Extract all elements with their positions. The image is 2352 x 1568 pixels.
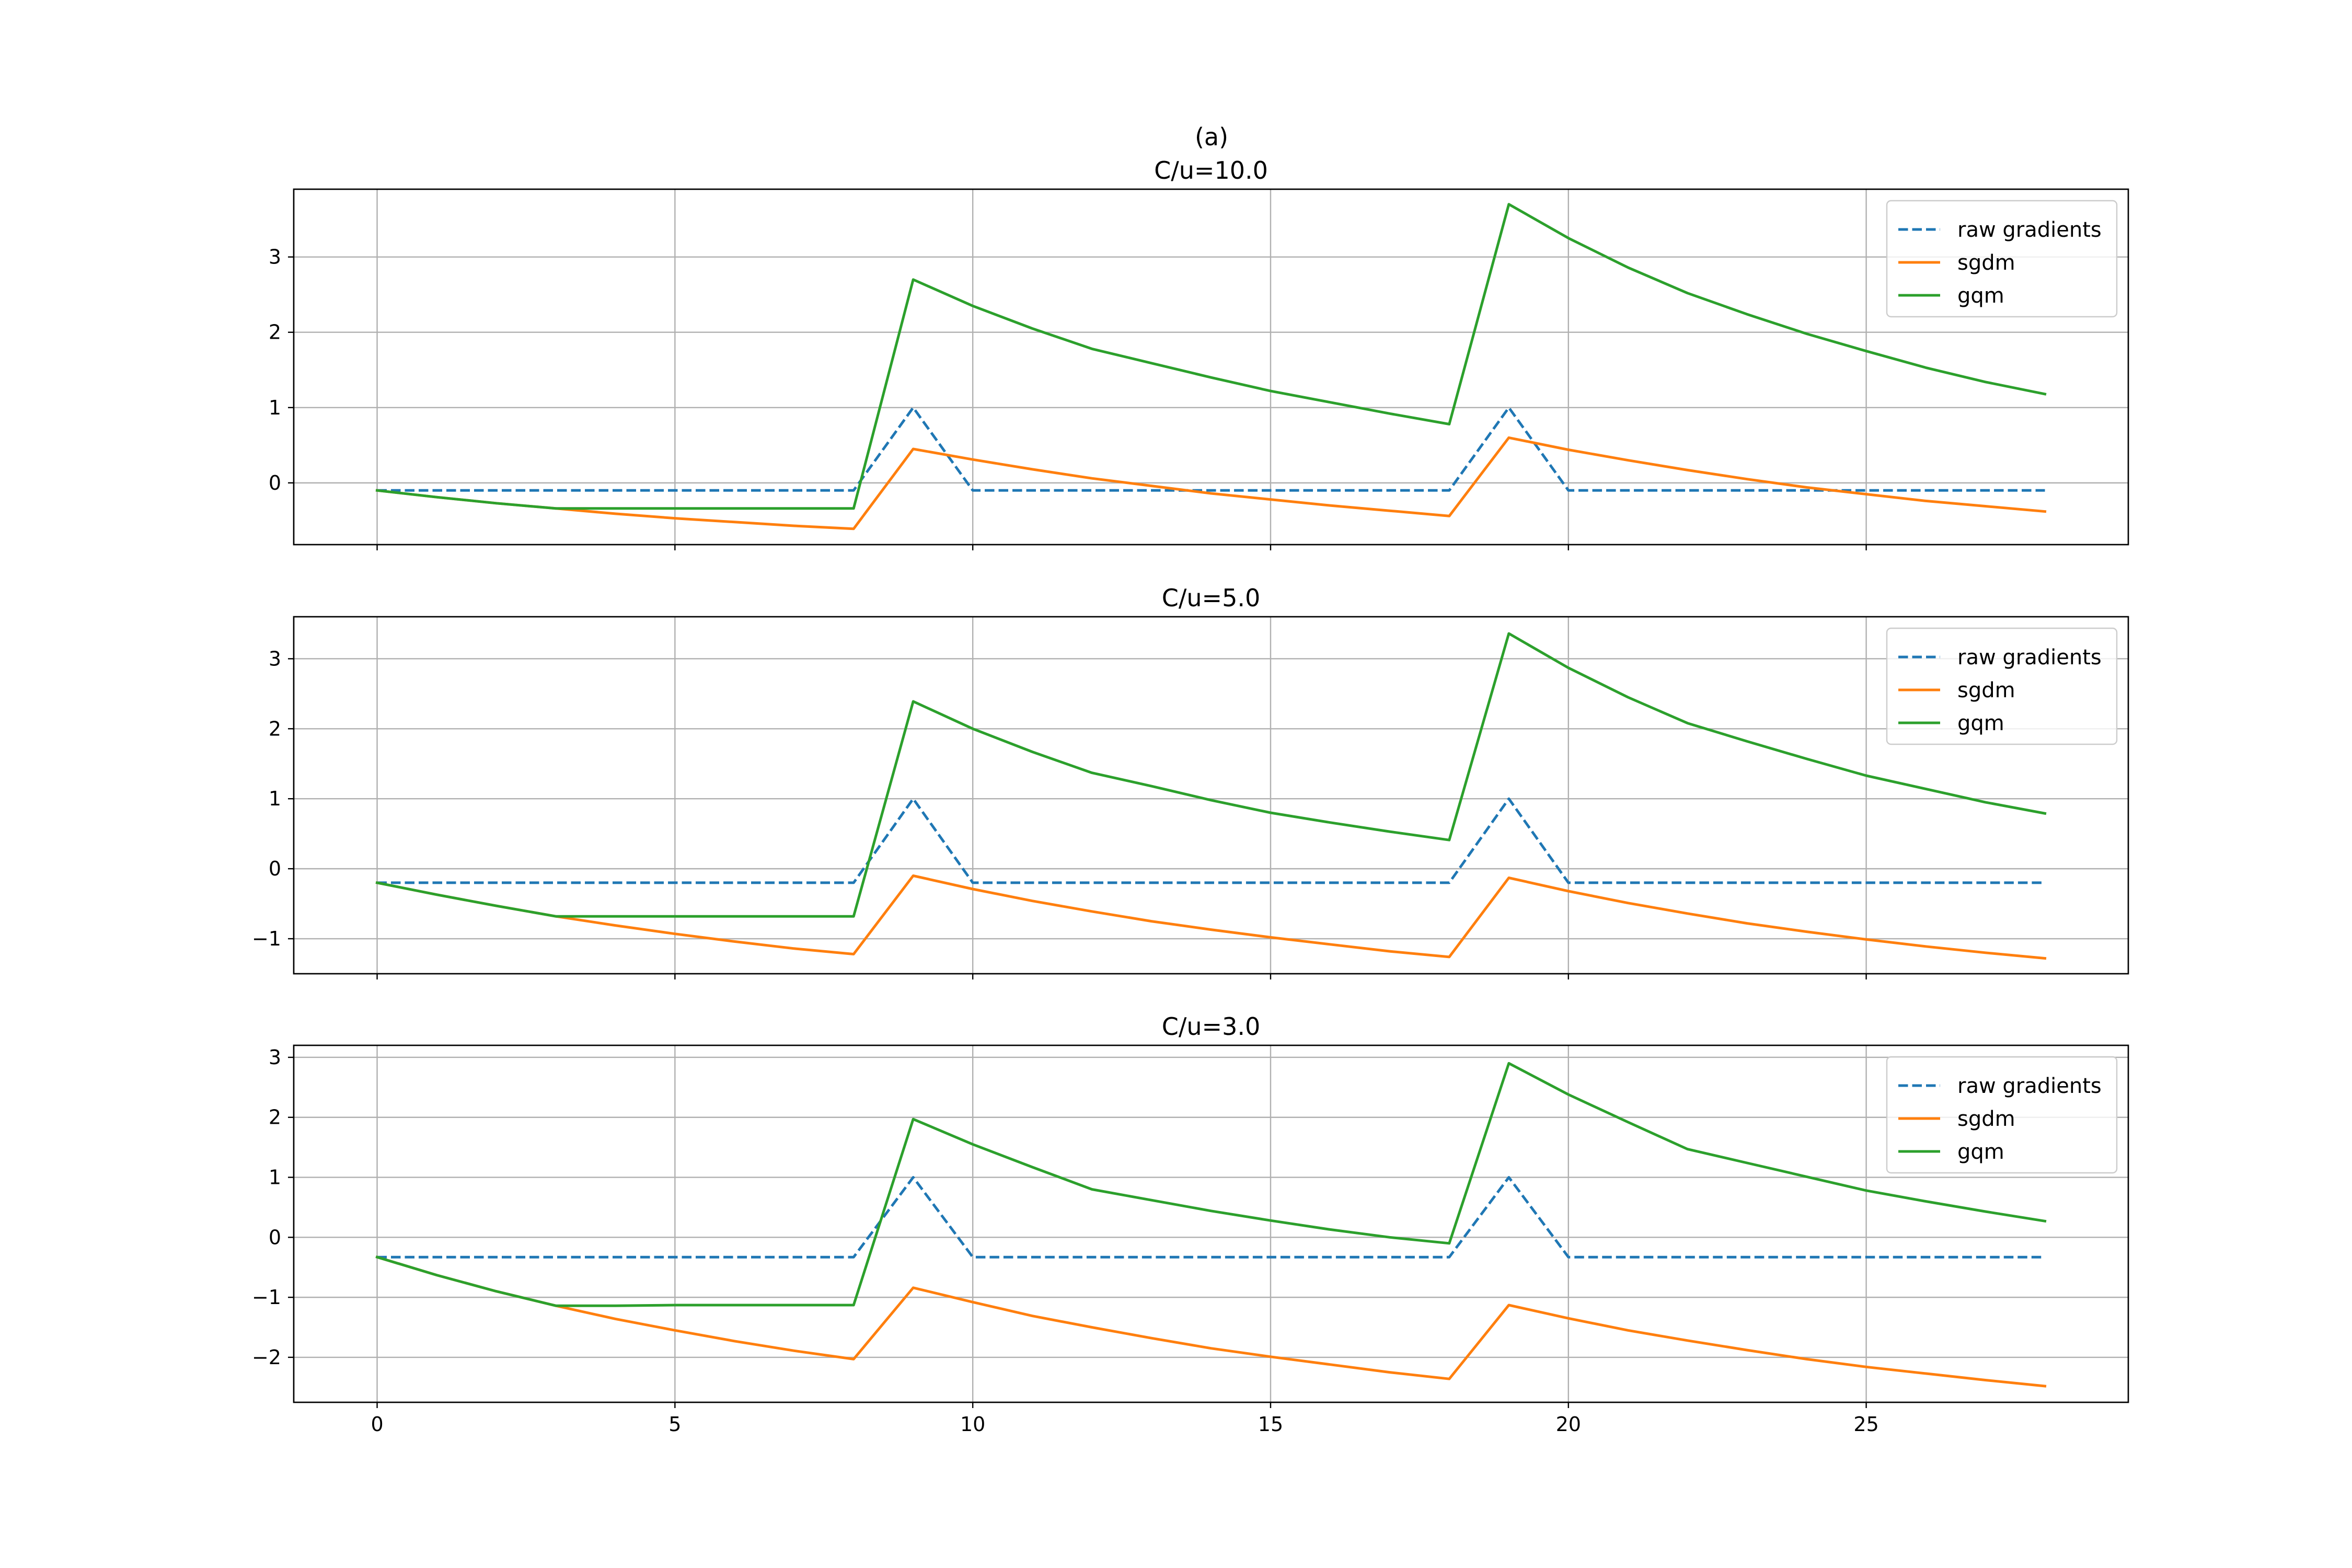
y-tick-label: 1 xyxy=(269,787,281,810)
plot-area xyxy=(375,632,2047,960)
legend-label: sgdm xyxy=(1957,251,2015,275)
legend: raw gradients sgdm gqm xyxy=(1886,627,2118,745)
x-tick-label: 20 xyxy=(1556,1413,1581,1436)
y-tick-label: 2 xyxy=(269,1106,281,1129)
series-line-raw-gradients xyxy=(377,797,2045,884)
chart-title: C/u=10.0 xyxy=(1154,156,1268,185)
figure-suptitle: (a) xyxy=(1195,123,1228,151)
y-tick-label: −1 xyxy=(252,927,281,950)
series-line-gqm xyxy=(375,1062,2047,1307)
legend: raw gradients sgdm gqm xyxy=(1886,200,2118,318)
chart-title: C/u=3.0 xyxy=(1162,1012,1260,1041)
y-tick-label: 2 xyxy=(269,717,281,740)
series-line-sgdm xyxy=(375,1255,2047,1388)
chart-panel-1: 0 1 2 3 C/u=10.0 raw gradients sgdm gqm xyxy=(269,156,2129,550)
legend-label: sgdm xyxy=(1957,678,2015,702)
x-tick-label: 0 xyxy=(371,1413,383,1436)
y-tick-label: 0 xyxy=(269,857,281,880)
y-tick-label: 3 xyxy=(269,647,281,670)
y-tick-label: 3 xyxy=(269,246,281,269)
chart-panel-2: −1 0 1 2 3 C/u=5.0 raw gradients sgdm gqm xyxy=(252,584,2129,979)
series-line-sgdm xyxy=(375,874,2047,960)
legend-box xyxy=(1886,1056,2118,1174)
y-tick-label: −1 xyxy=(252,1286,281,1309)
legend-label: gqm xyxy=(1957,1140,2004,1164)
legend-label: gqm xyxy=(1957,284,2004,308)
legend-box xyxy=(1886,200,2118,318)
series-line-gqm xyxy=(375,203,2047,510)
y-tick-label: 0 xyxy=(269,471,281,494)
chart-panel-3: 0 5 10 15 20 25 −2 −1 0 1 2 3 C/u=3.0 raw gradients sg… xyxy=(252,1012,2129,1436)
x-tick-label: 15 xyxy=(1258,1413,1283,1436)
x-tick-label: 5 xyxy=(668,1413,681,1436)
chart-title: C/u=5.0 xyxy=(1162,584,1260,612)
legend-label: gqm xyxy=(1957,711,2004,735)
axes-frame xyxy=(293,1044,2129,1403)
series-line-raw-gradients xyxy=(377,406,2045,492)
legend-label: raw gradients xyxy=(1957,645,2102,670)
plot-area xyxy=(375,203,2047,531)
y-tick-label: 2 xyxy=(269,321,281,344)
panels: 0 1 2 3 C/u=10.0 raw gradients sgdm gqm −1 0 1 2 3 C/… xyxy=(252,156,2129,1436)
y-tick-label: 1 xyxy=(269,396,281,419)
legend-label: raw gradients xyxy=(1957,218,2102,242)
y-tick-label: −2 xyxy=(252,1346,281,1369)
legend-box xyxy=(1886,627,2118,745)
axes-frame xyxy=(293,616,2129,975)
legend-label: raw gradients xyxy=(1957,1074,2102,1098)
series-line-raw-gradients xyxy=(377,1176,2045,1259)
plot-area xyxy=(375,1062,2047,1388)
axes-frame xyxy=(293,188,2129,546)
y-tick-label: 3 xyxy=(269,1046,281,1069)
series-line-gqm xyxy=(375,632,2047,918)
x-tick-label: 25 xyxy=(1853,1413,1878,1436)
legend-label: sgdm xyxy=(1957,1107,2015,1131)
y-tick-label: 1 xyxy=(269,1166,281,1189)
y-tick-label: 0 xyxy=(269,1226,281,1249)
x-tick-label: 10 xyxy=(960,1413,985,1436)
legend: raw gradients sgdm gqm xyxy=(1886,1056,2118,1174)
series-line-sgdm xyxy=(375,436,2047,531)
